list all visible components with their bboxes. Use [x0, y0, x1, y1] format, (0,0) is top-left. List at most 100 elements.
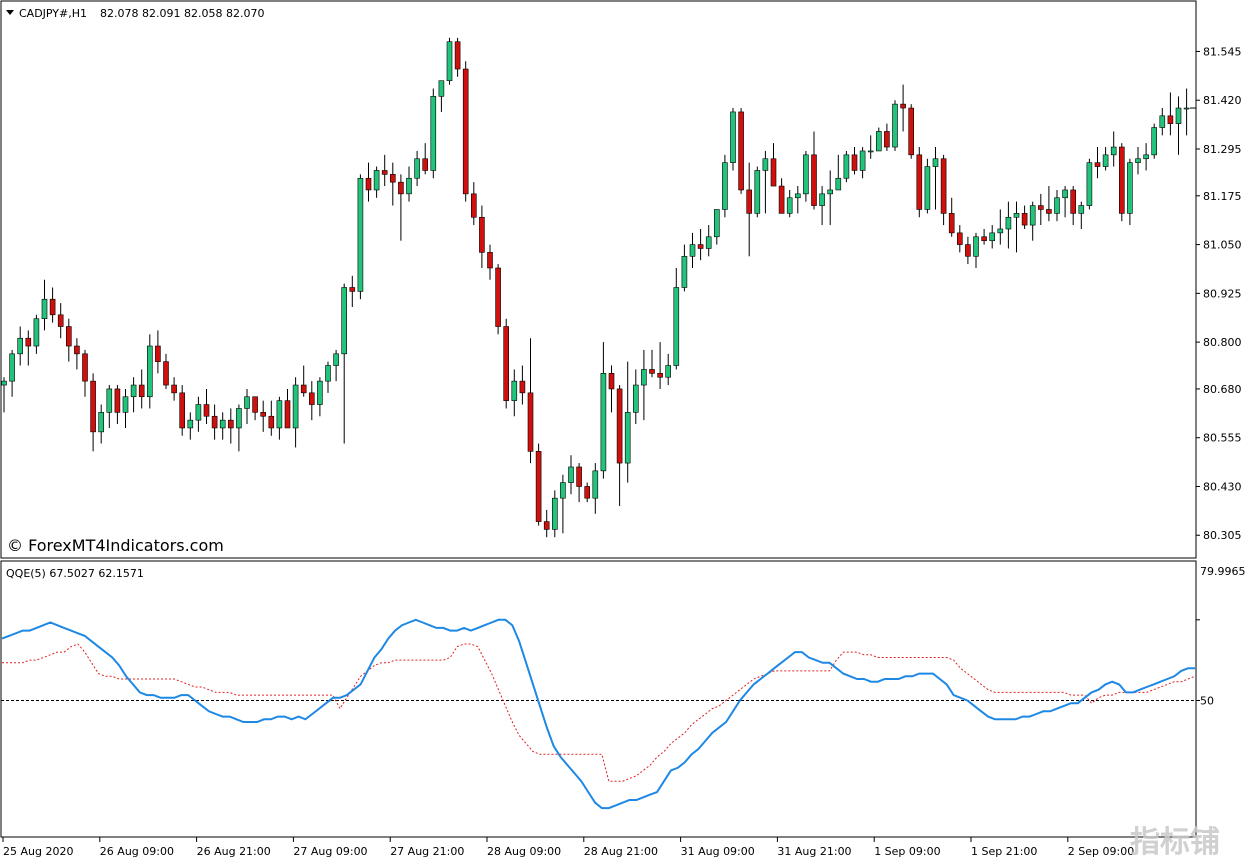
time-tick-label: 26 Aug 09:00 — [100, 845, 174, 858]
candle-body — [543, 521, 550, 530]
candle-body — [446, 41, 453, 82]
candle-body — [130, 384, 137, 398]
candle — [284, 388, 291, 429]
candle — [82, 349, 88, 397]
candle-body — [608, 373, 615, 390]
candle — [1151, 123, 1157, 159]
symbol-label: CADJPY#,H1 — [19, 7, 87, 20]
candle — [576, 463, 582, 503]
candle — [722, 154, 728, 218]
candle — [308, 381, 315, 421]
candle-body — [981, 236, 987, 241]
candle — [932, 147, 939, 210]
time-tick-label: 31 Aug 21:00 — [777, 845, 851, 858]
candle-body — [373, 170, 380, 191]
candle-body — [82, 353, 88, 382]
candle-body — [66, 326, 72, 347]
indicator-tick-label: 79.9965 — [1200, 565, 1246, 578]
candle-body — [41, 298, 48, 320]
ohlc-readout: 82.078 82.091 82.058 82.070 — [100, 7, 264, 20]
candle — [924, 158, 931, 214]
candle-body — [584, 486, 591, 499]
indicator-tick-label: 50 — [1200, 695, 1214, 708]
candle — [940, 154, 947, 226]
collapse-triangle-icon[interactable] — [6, 10, 14, 15]
candle-body — [786, 197, 793, 214]
candle — [195, 396, 202, 432]
candle — [657, 342, 663, 389]
candle — [179, 385, 185, 436]
candle — [317, 377, 323, 417]
price-tick-label: 80.555 — [1203, 432, 1242, 445]
price-tick-label: 80.305 — [1203, 529, 1242, 542]
candle — [41, 279, 48, 331]
candle-body — [940, 158, 947, 214]
candle-body — [1094, 162, 1101, 167]
candle-body — [211, 415, 218, 429]
candle-body — [438, 80, 445, 97]
time-tick-label: 27 Aug 09:00 — [293, 845, 367, 858]
candle-body — [997, 228, 1004, 234]
candle-body — [276, 400, 283, 429]
price-tick-label: 80.680 — [1203, 383, 1242, 396]
candle — [892, 100, 898, 151]
candle — [843, 150, 850, 183]
candle-body — [49, 298, 56, 316]
candle-body — [219, 419, 226, 429]
candle — [446, 37, 453, 85]
candle — [535, 443, 542, 526]
candle — [74, 338, 80, 370]
candle — [381, 154, 388, 187]
candle-body — [916, 154, 923, 210]
candle-body — [956, 232, 963, 245]
candle — [754, 166, 761, 218]
candle — [373, 166, 380, 198]
candle-body — [33, 318, 40, 347]
candle-body — [284, 400, 291, 429]
time-tick-label: 28 Aug 21:00 — [584, 845, 658, 858]
candle-body — [843, 154, 850, 179]
candle-body — [252, 396, 258, 413]
time-tick-label: 1 Sep 21:00 — [971, 845, 1037, 858]
candle — [1054, 189, 1060, 222]
candle-body — [1183, 107, 1190, 110]
candle-body — [657, 373, 663, 378]
candle-body — [147, 345, 153, 398]
candle-body — [754, 170, 761, 214]
price-tick-label: 80.430 — [1203, 480, 1242, 493]
candle — [114, 385, 121, 425]
time-tick-label: 25 Aug 2020 — [3, 845, 73, 858]
candle-body — [1062, 189, 1068, 199]
candle — [527, 338, 534, 464]
time-tick-label: 2 Sep 09:00 — [1068, 845, 1134, 858]
candle — [333, 349, 339, 382]
qqe-layer: 79.9965 50 — [1, 565, 1246, 810]
candle — [422, 143, 429, 175]
candle-body — [568, 466, 574, 483]
candle — [276, 396, 283, 440]
candle-body — [122, 396, 129, 413]
candle — [681, 244, 688, 292]
candle-body — [138, 384, 145, 398]
candle — [292, 377, 299, 448]
candle-body — [551, 497, 558, 530]
candle — [487, 244, 493, 280]
candle — [568, 455, 574, 495]
candle-body — [236, 408, 242, 429]
candle-body — [932, 158, 939, 167]
candle-body — [195, 404, 202, 421]
candle-body — [479, 216, 485, 253]
candle-body — [1175, 107, 1182, 124]
price-tick-label: 81.420 — [1203, 94, 1242, 107]
candle-body — [203, 404, 210, 417]
candle-body — [1151, 127, 1157, 156]
candle-body — [470, 193, 477, 218]
candle-body — [1, 380, 7, 386]
candle — [57, 303, 64, 339]
price-tick-label: 81.175 — [1203, 190, 1242, 203]
candle-body — [900, 103, 906, 109]
candle — [811, 131, 817, 210]
candle-body — [851, 154, 858, 171]
candle-body — [535, 451, 542, 522]
candle-body — [908, 107, 915, 156]
